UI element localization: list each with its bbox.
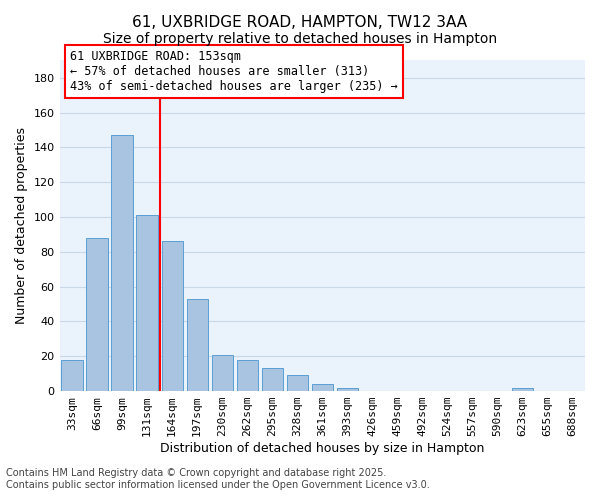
Bar — [112, 135, 133, 391]
Y-axis label: Number of detached properties: Number of detached properties — [15, 127, 28, 324]
Text: 61, UXBRIDGE ROAD, HAMPTON, TW12 3AA: 61, UXBRIDGE ROAD, HAMPTON, TW12 3AA — [133, 15, 467, 30]
Bar — [86, 238, 108, 391]
Bar — [236, 360, 258, 391]
Text: Contains HM Land Registry data © Crown copyright and database right 2025.
Contai: Contains HM Land Registry data © Crown c… — [6, 468, 430, 490]
Bar — [161, 242, 183, 391]
Bar — [512, 388, 533, 391]
Text: 61 UXBRIDGE ROAD: 153sqm
← 57% of detached houses are smaller (313)
43% of semi-: 61 UXBRIDGE ROAD: 153sqm ← 57% of detach… — [70, 50, 398, 93]
Bar — [212, 354, 233, 391]
Bar — [187, 299, 208, 391]
Bar — [337, 388, 358, 391]
Bar — [136, 216, 158, 391]
Text: Size of property relative to detached houses in Hampton: Size of property relative to detached ho… — [103, 32, 497, 46]
Bar — [262, 368, 283, 391]
Bar — [287, 376, 308, 391]
Bar — [61, 360, 83, 391]
X-axis label: Distribution of detached houses by size in Hampton: Distribution of detached houses by size … — [160, 442, 484, 455]
Bar — [311, 384, 333, 391]
